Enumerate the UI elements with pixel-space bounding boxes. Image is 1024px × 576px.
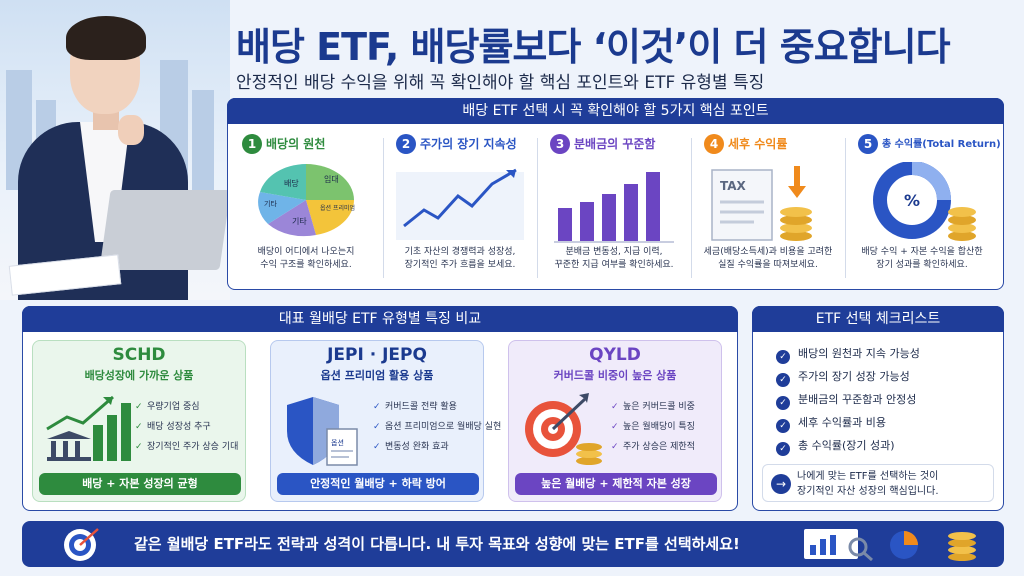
key-point-2: 2 주가의 장기 지속성 기초 자산의 경쟁력과 성장성, 장기적인 주가 흐름을… [386, 130, 534, 285]
key-point-5: 5 총 수익률(Total Return) % 배당 수익 + 자본 수익을 합… [848, 130, 1001, 285]
checklist: ✓ 배당의 원천과 지속 가능성 ✓ 주가의 장기 성장 가능성 ✓ 분배금의 꾸준함… [776, 342, 920, 457]
key-point-label: 배당의 원천 [266, 137, 326, 151]
tax-document-icon: TAX [711, 166, 812, 241]
list-item: ✓ 높은 커버드콜 비중 [611, 402, 695, 412]
etf-footer: 배당 + 자본 성장의 균형 [39, 473, 241, 495]
percent-label: % [904, 191, 920, 210]
list-item: ✓ 높은 월배당이 특징 [611, 422, 695, 432]
check-icon: ✓ [776, 350, 790, 364]
check-icon: ✓ [776, 442, 790, 456]
etf-card-qyld: QYLD 커버드콜 비중이 높은 상품 ✓ 높은 커버드콜 비중 ✓ 높은 월배당이… [508, 340, 722, 502]
arrow-right-icon: → [771, 474, 791, 494]
key-point-3: 3 분배금의 꾸준함 분배금 변동성, 지급 이력, 꾸준한 지급 여부를 확인하… [540, 130, 688, 285]
etf-name: QYLD [589, 345, 641, 365]
key-point-desc: 배당이 어디에서 나오는지 수익 구조를 확인하세요. [257, 247, 355, 270]
bank-growth-icon [46, 395, 131, 461]
pie-label: 옵션 프리미엄 [320, 204, 355, 212]
checklist-note: → 나에게 맞는 ETF를 선택하는 것이 장기적인 자산 성장의 핵심입니다. [762, 464, 994, 502]
checklist-item: ✓ 총 수익률(장기 성과) [776, 434, 920, 457]
key-point-number: 1 [242, 134, 262, 154]
etf-name: JEPI · JEPQ [327, 345, 427, 365]
etf-sub: 배당성장에 가까운 상품 [84, 369, 194, 382]
trend-line-icon [396, 168, 524, 240]
shield-label: 옵션 [331, 438, 344, 447]
pie-icon: 임대 배당 옵션 프리미엄 기타 기타 [258, 164, 355, 237]
list-item: ✓ 옵션 프리미엄으로 월배당 실현 [373, 422, 502, 432]
etf-types-heading: 대표 월배당 ETF 유형별 특징 비교 [22, 306, 738, 332]
etf-footer: 높은 월배당 + 제한적 자본 성장 [515, 473, 717, 495]
list-item: ✓ 배당 성장성 추구 [135, 422, 211, 432]
percent-donut-icon: % [873, 162, 976, 241]
pie-label: 기타 [292, 217, 307, 226]
list-item: ✓ 우량기업 중심 [135, 402, 200, 412]
etf-feature-list: ✓ 커버드콜 전략 활용 ✓ 옵션 프리미엄으로 월배당 실현 ✓ 변동성 완화 효과 [373, 397, 501, 457]
target-icon [525, 393, 602, 465]
checklist-heading: ETF 선택 체크리스트 [752, 306, 1004, 332]
target-icon [64, 528, 99, 561]
etf-footer: 안정적인 월배당 + 하락 방어 [277, 473, 479, 495]
key-point-number: 4 [704, 134, 724, 154]
banner-text: 같은 월배당 ETF라도 전략과 성격이 다릅니다. 내 투자 목표와 성향에 … [134, 535, 740, 553]
key-point-label: 주가의 장기 지속성 [420, 137, 517, 151]
key-point-label: 분배금의 꾸준함 [574, 137, 656, 151]
etf-name: SCHD [112, 345, 166, 365]
key-points-heading: 배당 ETF 선택 시 꼭 확인해야 할 5가지 핵심 포인트 [227, 98, 1004, 124]
pie-label: 배당 [284, 178, 299, 188]
coins-icon [948, 532, 976, 561]
checklist-item: ✓ 주가의 장기 성장 가능성 [776, 365, 920, 388]
checklist-note-text: 나에게 맞는 ETF를 선택하는 것이 장기적인 자산 성장의 핵심입니다. [797, 471, 939, 497]
key-point-desc: 기초 자산의 경쟁력과 성장성, 장기적인 주가 흐름을 보세요. [404, 247, 516, 270]
bar-growth-icon [554, 172, 674, 243]
key-point-number: 2 [396, 134, 416, 154]
advisor-photo [0, 0, 230, 300]
key-point-4: 4 세후 수익률 TAX 세금(배당소득세)과 비용을 고려한 실질 수익률을 따… [694, 130, 842, 285]
etf-sub: 옵션 프리미엄 활용 상품 [320, 369, 434, 382]
shield-icon: 옵션 [287, 397, 358, 466]
etf-sub: 커버드콜 비중이 높은 상품 [553, 369, 677, 382]
list-item: ✓ 커버드콜 전략 활용 [373, 402, 457, 412]
pie-label: 기타 [264, 199, 277, 208]
key-point-desc: 배당 수익 + 자본 수익을 합산한 장기 성과를 확인하세요. [861, 247, 983, 270]
key-point-number: 3 [550, 134, 570, 154]
list-item: ✓ 주가 상승은 제한적 [611, 442, 695, 452]
key-point-label: 세후 수익률 [728, 137, 788, 151]
list-item: ✓ 장기적인 주가 상승 기대 [135, 442, 239, 452]
check-icon: ✓ [776, 373, 790, 387]
checklist-item: ✓ 세후 수익률과 비용 [776, 411, 920, 434]
key-point-number: 5 [858, 134, 878, 154]
list-item: ✓ 변동성 완화 효과 [373, 442, 449, 452]
key-point-1: 1 배당의 원천 임대 배당 옵션 프리미엄 기타 기타 배당이 어디에서 나오… [232, 130, 380, 285]
check-icon: ✓ [776, 396, 790, 410]
etf-card-schd: SCHD 배당성장에 가까운 상품 ✓ 우량기업 중심 ✓ 배당 성장성 추구 ✓ 장… [32, 340, 246, 502]
etf-feature-list: ✓ 높은 커버드콜 비중 ✓ 높은 월배당이 특징 ✓ 주가 상승은 제한적 [611, 397, 695, 457]
checklist-item: ✓ 배당의 원천과 지속 가능성 [776, 342, 920, 365]
pie-icon [890, 531, 918, 559]
key-point-label: 총 수익률(Total Return) [882, 139, 1001, 150]
page-subtitle: 안정적인 배당 수익을 위해 꼭 확인해야 할 핵심 포인트와 ETF 유형별 … [236, 73, 765, 93]
pie-label: 임대 [324, 175, 339, 184]
etf-card-jepi: JEPI · JEPQ 옵션 프리미엄 활용 상품 옵션 ✓ 커버드콜 전략 활용… [270, 340, 501, 502]
checklist-panel [752, 306, 1004, 511]
etf-feature-list: ✓ 우량기업 중심 ✓ 배당 성장성 추구 ✓ 장기적인 주가 상승 기대 [135, 397, 238, 457]
checklist-item: ✓ 분배금의 꾸준함과 안정성 [776, 388, 920, 411]
page-title: 배당 ETF, 배당률보다 ‘이것’이 더 중요합니다 [236, 25, 951, 69]
tax-label: TAX [720, 179, 747, 193]
key-point-desc: 분배금 변동성, 지급 이력, 꾸준한 지급 여부를 확인하세요. [554, 247, 674, 270]
check-icon: ✓ [776, 419, 790, 433]
key-point-desc: 세금(배당소득세)과 비용을 고려한 실질 수익률을 따져보세요. [703, 247, 833, 270]
bottom-banner: 같은 월배당 ETF라도 전략과 성격이 다릅니다. 내 투자 목표와 성향에 … [22, 521, 1004, 567]
chart-magnifier-icon [804, 529, 873, 561]
